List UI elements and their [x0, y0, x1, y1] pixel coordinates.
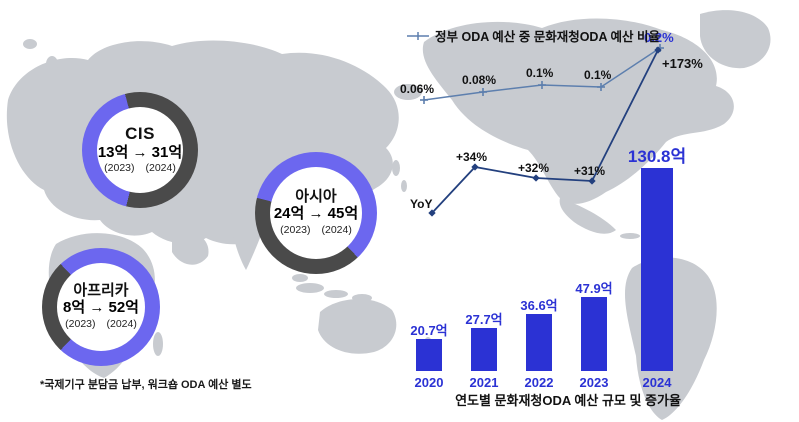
- donut-africa-year-to: (2024): [106, 318, 137, 331]
- donut-cis-year-from: (2023): [104, 162, 135, 175]
- donut-cis-inner: CIS 13억 → 31억 (2023) (2024): [97, 107, 183, 193]
- donut-africa-values: 8억 → 52억: [63, 299, 139, 317]
- donut-cis-years: (2023) (2024): [104, 162, 176, 176]
- donut-asia: 아시아 24억 → 45억 (2023) (2024): [255, 152, 377, 274]
- island-indonesia-3: [352, 294, 372, 302]
- ratio-line-legend: 정부 ODA 예산 중 문화재청ODA 예산 비율: [406, 26, 660, 45]
- region-chukotka: [394, 84, 422, 100]
- donut-asia-title: 아시아: [295, 188, 337, 206]
- island-japan-north: [392, 160, 400, 176]
- region-greenland: [700, 10, 771, 69]
- donut-africa-years: (2023) (2024): [65, 318, 137, 332]
- island-indonesia-4: [292, 274, 308, 282]
- island-caribbean-1: [620, 233, 640, 239]
- donut-africa-year-from: (2023): [65, 318, 96, 331]
- donut-asia-inner: 아시아 24억 → 45억 (2023) (2024): [270, 167, 362, 259]
- island-new-zealand-2: [431, 350, 437, 362]
- donut-asia-values: 24억 → 45억: [273, 205, 359, 223]
- donut-asia-years: (2023) (2024): [280, 224, 352, 238]
- line-marker-icon: [407, 31, 429, 40]
- island-japan-south: [401, 180, 407, 192]
- continent-north-america: [422, 18, 734, 204]
- footnote: *국제기구 분담금 납부, 워크숍 ODA 예산 별도: [40, 379, 252, 391]
- island-caribbean-2: [649, 242, 661, 248]
- region-central-america: [559, 198, 616, 234]
- bar-chart-caption: 연도별 문화재청ODA 예산 규모 및 증가율: [455, 393, 681, 408]
- donut-africa-inner: 아프리카 8억 → 52억 (2023) (2024): [57, 263, 145, 351]
- region-arabia: [172, 230, 209, 265]
- island-indonesia-2: [324, 290, 348, 298]
- donut-africa: 아프리카 8억 → 52억 (2023) (2024): [42, 248, 160, 366]
- island-uk: [46, 56, 58, 72]
- donut-asia-year-to: (2024): [321, 224, 352, 237]
- donut-asia-year-from: (2023): [280, 224, 311, 237]
- ratio-line-legend-label: 정부 ODA 예산 중 문화재청ODA 예산 비율: [435, 30, 660, 44]
- donut-cis: CIS 13억 → 31억 (2023) (2024): [82, 92, 198, 208]
- island-iceland: [23, 39, 37, 49]
- donut-africa-title: 아프리카: [73, 282, 129, 300]
- continent-australia: [318, 298, 397, 354]
- donut-cis-values: 13억 → 31억: [97, 143, 183, 161]
- island-madagascar: [153, 332, 163, 356]
- island-new-zealand-1: [424, 337, 432, 351]
- island-indonesia-1: [296, 283, 324, 293]
- donut-cis-title: CIS: [125, 124, 155, 144]
- donut-cis-year-to: (2024): [145, 162, 176, 175]
